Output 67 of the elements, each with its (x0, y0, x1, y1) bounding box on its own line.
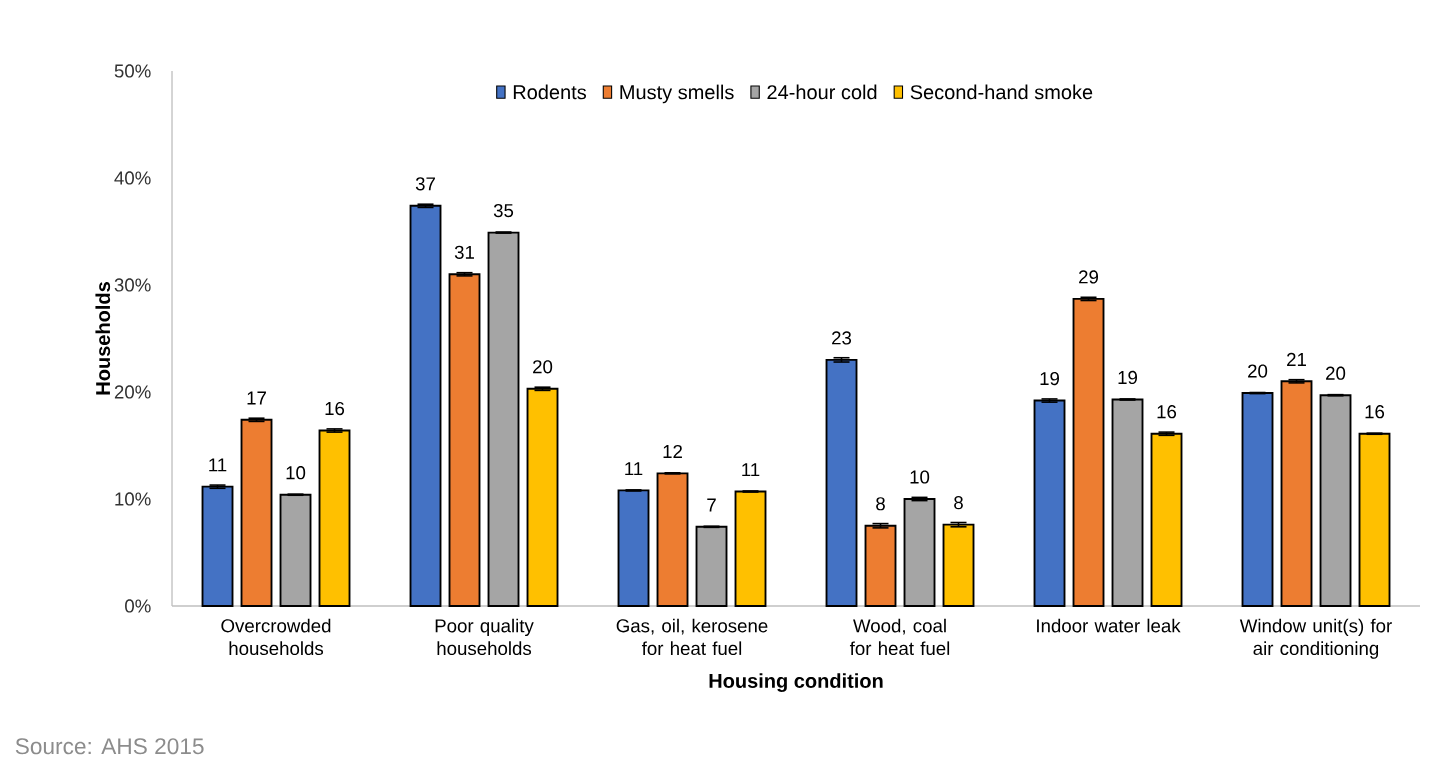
data-label: 20 (1248, 364, 1268, 378)
bar (695, 525, 728, 607)
data-label: 16 (325, 401, 345, 416)
legend-label: Rodents (513, 84, 586, 100)
bar (409, 204, 442, 607)
bar (487, 231, 520, 607)
y-tick-label: 30% (114, 278, 151, 292)
data-label: 31 (454, 245, 474, 259)
x-tick-label: Indoor water leak (1037, 618, 1181, 633)
data-label: 21 (1287, 352, 1306, 366)
data-label: 19 (1040, 371, 1059, 386)
bar (448, 273, 481, 607)
bar (825, 358, 858, 607)
bar (1241, 392, 1274, 607)
bar (279, 493, 312, 607)
y-tick-label: 50% (114, 64, 151, 78)
data-label: 19 (1118, 370, 1137, 385)
data-label: 16 (1157, 405, 1177, 419)
y-tick-label: 10% (115, 492, 151, 506)
data-label: 11 (742, 463, 760, 477)
x-tick-label: Window unit(s) for air conditioning (1239, 618, 1392, 659)
source-note: Source: AHS 2015 (15, 738, 204, 755)
bar (656, 472, 689, 607)
legend-label: Musty smells (620, 84, 734, 104)
data-label: 23 (832, 331, 852, 345)
x-tick-label: Overcrowded households (221, 618, 331, 656)
y-axis-title: Households (95, 282, 111, 395)
x-tick-label: Poor quality households (435, 618, 534, 656)
bar (617, 489, 650, 607)
bar (1072, 297, 1105, 607)
bar (942, 523, 975, 607)
legend-label: Second-hand smoke (910, 84, 1093, 100)
y-tick-label: 40% (114, 171, 151, 185)
bar (526, 387, 559, 607)
bar (734, 490, 767, 607)
bar (1111, 398, 1144, 607)
data-label: 7 (707, 498, 716, 512)
bar (903, 498, 936, 607)
bar (1358, 432, 1391, 607)
x-tick-label: Gas, oil, kerosene for heat fuel (616, 618, 768, 656)
data-label: 8 (954, 496, 963, 510)
data-label: 12 (663, 444, 682, 458)
y-tick-label: 0% (125, 599, 151, 613)
data-label: 10 (286, 466, 306, 480)
bar (318, 429, 351, 607)
data-label: 8 (876, 497, 885, 511)
legend-label: 24-hour cold (767, 84, 877, 100)
data-label: 29 (1079, 270, 1098, 284)
data-label: 11 (625, 462, 643, 476)
y-tick-label: 20% (114, 385, 151, 399)
data-label: 20 (533, 360, 553, 374)
data-label: 37 (415, 177, 435, 191)
data-label: 35 (493, 203, 514, 218)
bar (1150, 432, 1183, 607)
x-axis-title: Housing condition (709, 673, 883, 692)
bar (1280, 380, 1313, 607)
bar (1319, 394, 1352, 607)
bar (1033, 399, 1066, 607)
bar (201, 485, 234, 607)
bar (240, 418, 273, 607)
data-label: 16 (1365, 405, 1385, 419)
bar (864, 524, 897, 607)
data-label: 10 (910, 470, 930, 484)
data-label: 20 (1326, 366, 1346, 380)
x-tick-label: Wood, coal for heat fuel (849, 618, 950, 656)
data-label: 17 (247, 391, 266, 405)
data-label: 11 (209, 458, 227, 472)
